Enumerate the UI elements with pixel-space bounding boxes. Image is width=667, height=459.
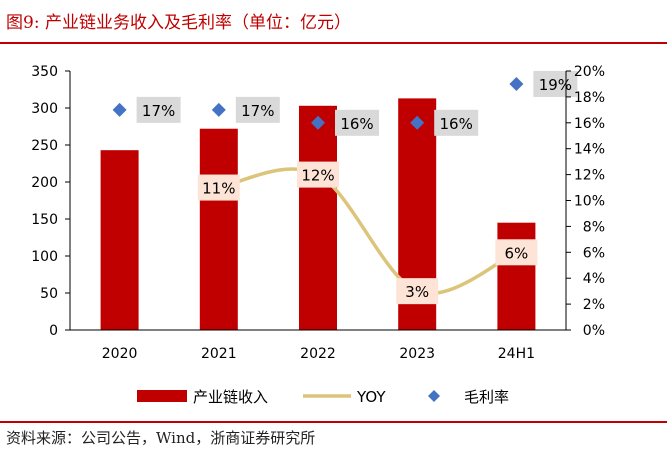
legend-swatch-marker <box>428 390 440 402</box>
y-left-tick-label: 50 <box>40 286 58 302</box>
x-tick-label: 2021 <box>201 346 237 362</box>
y-right-tick-label: 20% <box>574 64 605 80</box>
legend-label-line: YOY <box>356 388 386 406</box>
y-right-tick-label: 2% <box>583 297 605 313</box>
margin-marker-2020 <box>112 102 127 117</box>
source-divider <box>0 421 667 423</box>
margin-data-label: 17% <box>241 102 274 120</box>
margin-data-label: 19% <box>539 76 572 94</box>
y-right-tick-label: 14% <box>574 142 605 158</box>
y-right-tick-label: 8% <box>583 219 605 235</box>
bar-2022 <box>299 105 337 330</box>
margin-data-label: 17% <box>142 102 175 120</box>
chart-legend: 产业链收入 YOY 毛利率 <box>137 388 509 406</box>
yoy-label-box <box>495 239 538 266</box>
title-divider <box>0 42 667 44</box>
margin-label-box <box>136 96 181 123</box>
legend-label-marker: 毛利率 <box>464 388 509 406</box>
x-tick-label: 2020 <box>102 346 138 362</box>
x-tick-label: 2023 <box>399 346 435 362</box>
y-left-tick-label: 150 <box>31 212 58 228</box>
y-left-tick-label: 300 <box>31 101 58 117</box>
y-right-tick-label: 12% <box>574 168 605 184</box>
legend-swatch-bar <box>137 390 187 402</box>
bar-24H1 <box>497 222 536 330</box>
yoy-label-box <box>297 161 339 188</box>
yoy-data-label: 12% <box>301 167 334 185</box>
chart-axes: 0 50 100 150 200 250 300 350 0% 2% 4% 6% 8% 10% 12% 14%… <box>31 64 605 362</box>
chart-canvas: 11% 12% 3% 6% 17% 17% 16% 16% 19% 0 50 100 150 200 2… <box>31 64 605 406</box>
chart-title: 图9: 产业链业务收入及毛利率（单位：亿元） <box>6 13 351 33</box>
yoy-label-box <box>197 174 240 201</box>
margin-data-label: 16% <box>440 115 473 133</box>
y-right-tick-label: 0% <box>583 323 605 339</box>
y-right-tick-label: 16% <box>574 116 605 132</box>
margin-data-label: 16% <box>340 115 373 133</box>
margin-label-box <box>533 70 578 97</box>
margin-label-box <box>235 96 280 123</box>
yoy-data-label: 6% <box>505 244 529 262</box>
yoy-series: 11% 12% 3% 6% <box>197 161 538 305</box>
y-right-tick-label: 4% <box>583 271 605 287</box>
margin-marker-2021 <box>211 102 226 117</box>
y-right-tick-label: 10% <box>574 194 605 210</box>
yoy-data-label: 11% <box>202 180 235 198</box>
margin-series: 17% 17% 16% 16% 19% <box>112 70 578 136</box>
margin-marker-24H1 <box>509 76 524 91</box>
x-tick-label: 24H1 <box>498 346 535 362</box>
margin-label-box <box>335 109 379 136</box>
y-left-tick-label: 350 <box>31 64 58 80</box>
margin-marker-2023 <box>410 115 425 130</box>
y-left-tick-label: 250 <box>31 138 58 154</box>
bar-2020 <box>100 150 139 330</box>
margin-marker-2022 <box>311 115 325 130</box>
bar-2021 <box>199 128 238 330</box>
y-right-tick-label: 18% <box>574 90 605 106</box>
source-note: 资料来源：公司公告，Wind，浙商证券研究所 <box>6 429 316 447</box>
legend-label-bar: 产业链收入 <box>193 388 268 406</box>
yoy-data-label: 3% <box>405 283 429 301</box>
y-left-tick-label: 200 <box>31 175 58 191</box>
y-right-tick-label: 6% <box>583 245 605 261</box>
yoy-label-box <box>396 278 439 305</box>
y-left-tick-label: 100 <box>31 249 58 265</box>
x-tick-label: 2022 <box>300 346 336 362</box>
y-left-tick-label: 0 <box>49 323 58 339</box>
yoy-line <box>217 167 519 296</box>
margin-label-box <box>434 109 479 136</box>
